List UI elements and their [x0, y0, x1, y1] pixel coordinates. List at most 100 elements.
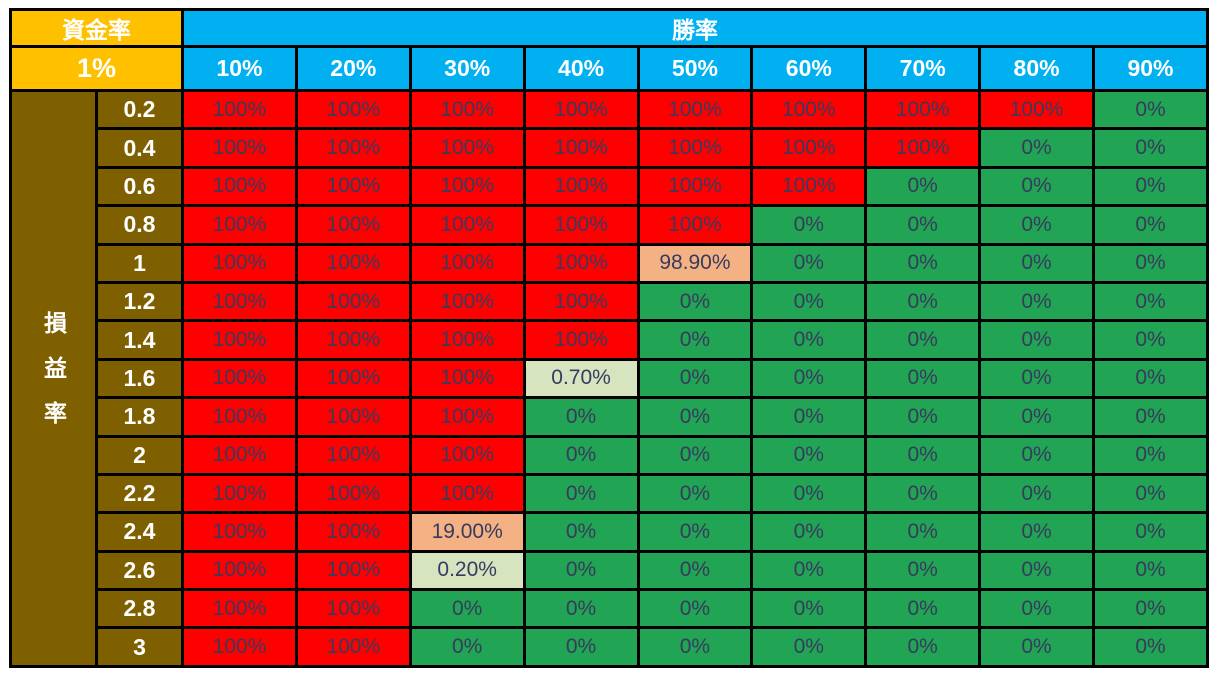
- cell-2.2-80pct: 0%: [978, 472, 1095, 515]
- cell-1.8-20pct: 100%: [294, 396, 412, 438]
- table-row-2.6: 2.6 100% 100% 0.20% 0% 0% 0% 0% 0% 0%: [11, 549, 1209, 592]
- table-row-0.8: 0.8 100% 100% 100% 100% 100% 0% 0% 0% 0%: [11, 204, 1209, 246]
- row-label-0.4: 0.4: [95, 127, 184, 169]
- cell-2.8-80pct: 0%: [978, 588, 1095, 630]
- cell-2.2-40pct: 0%: [522, 472, 640, 515]
- cell-2.8-30pct: 0%: [408, 588, 526, 630]
- cell-1.4-50pct: 0%: [636, 319, 754, 361]
- cell-2.4-20pct: 100%: [294, 511, 412, 553]
- cell-0.4-10pct: 100%: [181, 127, 298, 169]
- cell-0.2-90pct: 0%: [1092, 88, 1209, 131]
- cell-1.2-20pct: 100%: [294, 280, 412, 323]
- cell-2.6-60pct: 0%: [750, 549, 868, 592]
- cell-1.2-90pct: 0%: [1092, 280, 1209, 323]
- table-row-2: 2 100% 100% 100% 0% 0% 0% 0% 0% 0%: [11, 434, 1209, 476]
- cell-2.4-10pct: 100%: [181, 511, 298, 553]
- cell-1.2-10pct: 100%: [181, 280, 298, 323]
- row-label-0.2: 0.2: [95, 88, 184, 131]
- win-rate-col-70pct: 70%: [864, 45, 982, 92]
- cell-2.8-40pct: 0%: [522, 588, 640, 630]
- cell-0.2-80pct: 100%: [978, 88, 1095, 131]
- row-label-2.8: 2.8: [95, 588, 184, 630]
- cell-0.6-60pct: 100%: [750, 165, 868, 208]
- cell-1.4-90pct: 0%: [1092, 319, 1209, 361]
- cell-2.4-50pct: 0%: [636, 511, 754, 553]
- cell-1.6-60pct: 0%: [750, 357, 868, 400]
- win-rate-col-50pct: 50%: [636, 45, 754, 92]
- table-row-1.2: 1.2 100% 100% 100% 100% 0% 0% 0% 0% 0%: [11, 280, 1209, 323]
- cell-2.4-80pct: 0%: [978, 511, 1095, 553]
- table-row-1: 1 100% 100% 100% 100% 98.90% 0% 0% 0% 0%: [11, 242, 1209, 284]
- cell-0.8-10pct: 100%: [181, 204, 298, 246]
- cell-1.6-80pct: 0%: [978, 357, 1095, 400]
- cell-2.6-40pct: 0%: [522, 549, 640, 592]
- cell-1.8-10pct: 100%: [181, 396, 298, 438]
- cell-0.8-80pct: 0%: [978, 204, 1095, 246]
- table-row-2.4: 2.4 100% 100% 19.00% 0% 0% 0% 0% 0% 0%: [11, 511, 1209, 553]
- cell-2.8-60pct: 0%: [750, 588, 868, 630]
- cell-0.4-20pct: 100%: [294, 127, 412, 169]
- capital-rate-title: 資金率: [9, 8, 184, 48]
- cell-0.4-60pct: 100%: [750, 127, 868, 169]
- row-label-3: 3: [95, 626, 184, 668]
- row-label-1.2: 1.2: [95, 280, 184, 323]
- cell-0.8-70pct: 0%: [864, 204, 982, 246]
- cell-0.4-70pct: 100%: [864, 127, 982, 169]
- cell-2.4-90pct: 0%: [1092, 511, 1209, 553]
- cell-3-50pct: 0%: [636, 626, 754, 668]
- cell-2.4-70pct: 0%: [864, 511, 982, 553]
- cell-2.2-10pct: 100%: [181, 472, 298, 515]
- cell-1.2-80pct: 0%: [978, 280, 1095, 323]
- cell-0.8-60pct: 0%: [750, 204, 868, 246]
- cell-1-10pct: 100%: [181, 242, 298, 284]
- table-row-0.4: 0.4 100% 100% 100% 100% 100% 100% 100% 0% 0%: [11, 127, 1209, 169]
- row-label-0.6: 0.6: [95, 165, 184, 208]
- cell-3-10pct: 100%: [181, 626, 298, 668]
- cell-0.6-10pct: 100%: [181, 165, 298, 208]
- cell-2.6-70pct: 0%: [864, 549, 982, 592]
- cell-0.2-50pct: 100%: [636, 88, 754, 131]
- cell-2.6-20pct: 100%: [294, 549, 412, 592]
- cell-3-90pct: 0%: [1092, 626, 1209, 668]
- cell-3-60pct: 0%: [750, 626, 868, 668]
- win-rate-col-40pct: 40%: [522, 45, 640, 92]
- cell-2.2-90pct: 0%: [1092, 472, 1209, 515]
- cell-2-30pct: 100%: [408, 434, 526, 476]
- cell-3-40pct: 0%: [522, 626, 640, 668]
- cell-0.6-90pct: 0%: [1092, 165, 1209, 208]
- cell-1.6-10pct: 100%: [181, 357, 298, 400]
- row-label-0.8: 0.8: [95, 204, 184, 246]
- heatmap-table: 資金率 勝率 1% 10% 20% 30% 40% 50% 60% 70% 80% 90% 損益…: [9, 8, 1209, 668]
- cell-1.2-30pct: 100%: [408, 280, 526, 323]
- win-rate-col-60pct: 60%: [750, 45, 868, 92]
- cell-1.6-50pct: 0%: [636, 357, 754, 400]
- cell-1-40pct: 100%: [522, 242, 640, 284]
- cell-0.4-50pct: 100%: [636, 127, 754, 169]
- header-row-columns: 1% 10% 20% 30% 40% 50% 60% 70% 80% 90%: [9, 45, 1209, 92]
- cell-2.2-60pct: 0%: [750, 472, 868, 515]
- cell-0.2-20pct: 100%: [294, 88, 412, 131]
- cell-1-80pct: 0%: [978, 242, 1095, 284]
- table-row-3: 3 100% 100% 0% 0% 0% 0% 0% 0% 0%: [11, 626, 1209, 668]
- cell-1-20pct: 100%: [294, 242, 412, 284]
- cell-0.6-40pct: 100%: [522, 165, 640, 208]
- cell-0.2-70pct: 100%: [864, 88, 982, 131]
- cell-2.2-20pct: 100%: [294, 472, 412, 515]
- cell-0.2-60pct: 100%: [750, 88, 868, 131]
- cell-0.4-80pct: 0%: [978, 127, 1095, 169]
- cell-2.2-30pct: 100%: [408, 472, 526, 515]
- cell-1.8-90pct: 0%: [1092, 396, 1209, 438]
- cell-0.2-10pct: 100%: [181, 88, 298, 131]
- table-row-2.8: 2.8 100% 100% 0% 0% 0% 0% 0% 0% 0%: [11, 588, 1209, 630]
- cell-1.6-70pct: 0%: [864, 357, 982, 400]
- win-rate-col-90pct: 90%: [1092, 45, 1209, 92]
- cell-1.2-50pct: 0%: [636, 280, 754, 323]
- cell-2.2-70pct: 0%: [864, 472, 982, 515]
- cell-2.8-20pct: 100%: [294, 588, 412, 630]
- cell-3-80pct: 0%: [978, 626, 1095, 668]
- cell-3-20pct: 100%: [294, 626, 412, 668]
- cell-0.8-90pct: 0%: [1092, 204, 1209, 246]
- win-rate-title: 勝率: [181, 8, 1209, 48]
- cell-1.4-10pct: 100%: [181, 319, 298, 361]
